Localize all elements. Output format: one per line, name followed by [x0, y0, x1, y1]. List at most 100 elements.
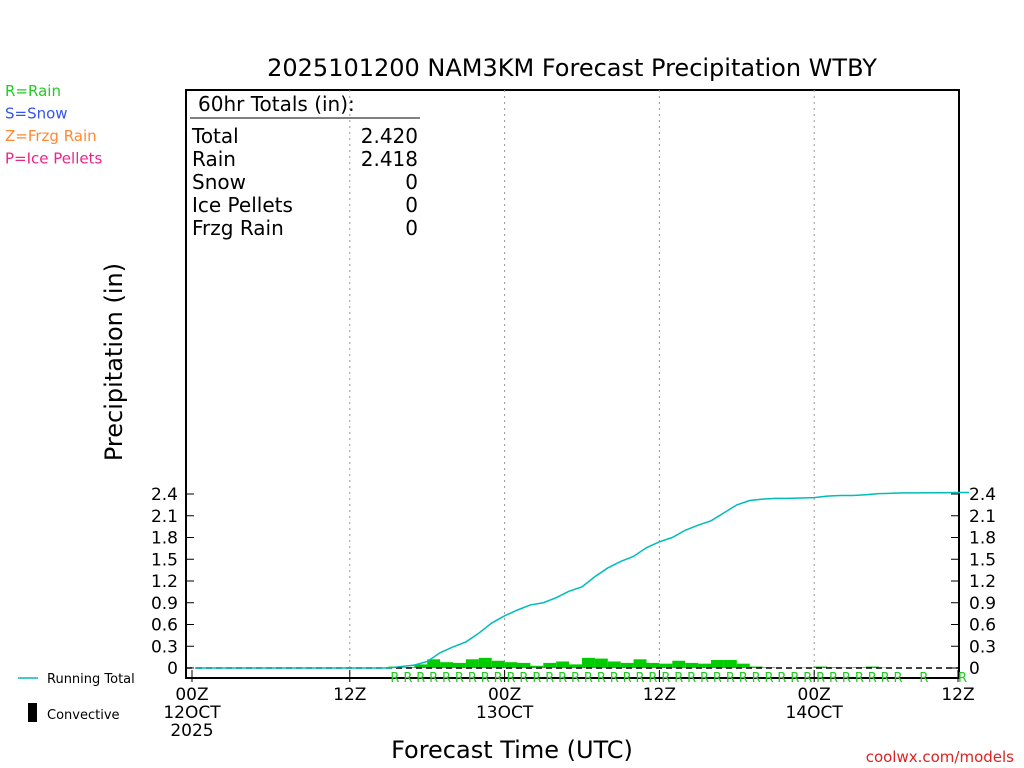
x-tick-label: 12OCT [163, 703, 221, 723]
totals-label: Snow [192, 170, 246, 194]
y-tick-label-left: 0 [167, 659, 178, 679]
rain-bar [736, 663, 750, 668]
y-tick-label-left: 1.2 [151, 572, 178, 592]
convective-legend-swatch [28, 703, 37, 722]
rain-bar [543, 662, 557, 668]
x-tick-label: 13OCT [476, 703, 534, 723]
x-tick-label: 12Z [941, 685, 974, 705]
rain-bar [427, 659, 441, 668]
rain-type-marker: R [584, 671, 593, 686]
totals-value: 2.418 [361, 147, 418, 171]
legend-entry: Z=Frzg Rain [5, 127, 97, 145]
rain-bar [491, 660, 505, 668]
y-tick-label-right: 1.5 [969, 550, 996, 570]
rain-type-marker: R [507, 671, 516, 686]
rain-bar [711, 660, 724, 668]
credit-text: coolwx.com/models [866, 748, 1014, 766]
x-tick-label: 00Z [798, 685, 831, 705]
rain-type-marker: R [648, 671, 657, 686]
rain-type-marker: R [816, 671, 825, 686]
y-tick-label-right: 0.9 [969, 594, 996, 614]
rain-type-marker: R [416, 671, 425, 686]
totals-value: 2.420 [361, 124, 418, 148]
y-tick-label-left: 0.9 [151, 594, 178, 614]
y-tick-label-right: 1.8 [969, 529, 996, 549]
precip-type-legend: R=Rain S=Snow Z=Frzg Rain P=Ice Pellets [5, 82, 102, 168]
rain-type-marker: R [868, 671, 877, 686]
x-tick-label: 12Z [643, 685, 676, 705]
totals-label: Rain [192, 147, 236, 171]
gridlines [349, 90, 815, 678]
y-tick-label-right: 0.6 [969, 616, 996, 636]
totals-label: Total [191, 124, 239, 148]
rain-bar [440, 662, 453, 668]
rain-type-marker: R [919, 671, 928, 686]
x-tick-label: 12Z [333, 685, 366, 705]
y-axis-label: Precipitation (in) [100, 263, 128, 461]
rain-type-marker: R [894, 671, 903, 686]
rain-bar [556, 661, 570, 668]
rain-type-marker: R [765, 671, 774, 686]
rain-bar [504, 662, 518, 668]
rain-type-marker: R [403, 671, 412, 686]
totals-value: 0 [405, 193, 418, 217]
y-tick-label-left: 0.6 [151, 616, 178, 636]
rain-type-marker: R [803, 671, 812, 686]
rain-type-marker: R [726, 671, 735, 686]
y-tick-label-left: 1.5 [151, 550, 178, 570]
x-tick-label: 00Z [175, 685, 208, 705]
rain-type-marker: R [623, 671, 632, 686]
y-tick-label-right: 0.3 [969, 637, 996, 657]
totals-value: 0 [405, 216, 418, 240]
rain-bar [865, 666, 879, 668]
y-tick-label-left: 2.1 [151, 507, 178, 527]
rain-type-marker: R [442, 671, 451, 686]
totals-box: 60hr Totals (in): Total 2.420 Rain 2.418 Sno… [190, 92, 420, 240]
rain-type-marker: R [958, 671, 967, 686]
rain-type-marker: R [855, 671, 864, 686]
rain-type-marker: R [881, 671, 890, 686]
rain-type-marker: R [519, 671, 528, 686]
y-tick-label-right: 1.2 [969, 572, 996, 592]
legend-entry: P=Ice Pellets [5, 150, 102, 168]
rain-bar [582, 657, 595, 668]
rain-bar [646, 662, 660, 668]
rain-type-marker: R [571, 671, 580, 686]
rain-type-marker: R [636, 671, 645, 686]
totals-label: Frzg Rain [192, 216, 284, 240]
x-tick-label: 00Z [488, 685, 521, 705]
rain-type-marker: R [687, 671, 696, 686]
running-total-line [195, 491, 969, 669]
legend-entry: S=Snow [5, 105, 68, 123]
rain-bar [659, 663, 673, 668]
y-axis-left: 00.30.60.91.21.51.82.12.4 [151, 485, 194, 679]
totals-label: Ice Pellets [192, 193, 293, 217]
y-tick-label-left: 2.4 [151, 485, 178, 505]
x-tick-label: 14OCT [786, 703, 844, 723]
legend-entry: R=Rain [5, 82, 61, 100]
convective-legend-label: Convective [47, 708, 120, 723]
y-tick-label-right: 0 [969, 659, 980, 679]
totals-rows: Total 2.420 Rain 2.418 Snow 0 Ice Pellets 0 Frzg… [191, 124, 418, 240]
chart-title: 2025101200 NAM3KM Forecast Precipitation… [267, 54, 877, 82]
rain-type-marker: R [558, 671, 567, 686]
rain-bar [465, 659, 479, 668]
rain-bar [607, 661, 621, 668]
rain-bar [698, 663, 711, 668]
rain-type-marker: R [481, 671, 490, 686]
rain-bar [478, 657, 492, 668]
rain-bar [723, 660, 737, 668]
rain-bar [453, 662, 466, 668]
rain-type-marker: R [674, 671, 683, 686]
rain-type-marker: R [790, 671, 799, 686]
rain-bars [388, 657, 892, 668]
totals-value: 0 [405, 170, 418, 194]
rain-bar [517, 662, 531, 668]
rain-type-marker: R [429, 671, 438, 686]
rain-type-marker: R [545, 671, 554, 686]
rain-bar [633, 659, 647, 668]
bottom-legend: Running Total Convective [18, 672, 135, 723]
